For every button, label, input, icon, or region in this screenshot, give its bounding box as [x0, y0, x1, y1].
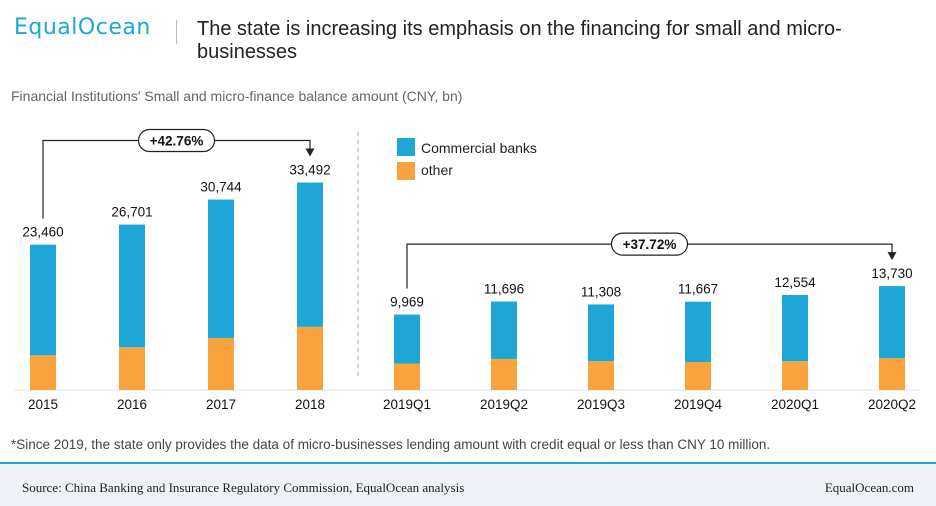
legend-label-commercial-banks: Commercial banks: [421, 140, 537, 156]
category-label-2019Q4: 2019Q4: [674, 397, 723, 412]
bar-other-2020Q2: [879, 358, 905, 390]
bar-other-2018: [297, 326, 323, 390]
header: EqualOcean The state is increasing its e…: [0, 0, 936, 63]
brand-link[interactable]: EqualOcean.com: [824, 480, 914, 495]
bar-total-label-2015: 23,460: [22, 225, 63, 240]
growth-arrowhead-0: [305, 148, 315, 157]
bar-other-2017: [208, 337, 234, 390]
stacked-bar-chart: Commercial banks other 23,460201526,7012…: [14, 128, 920, 412]
category-label-2017: 2017: [206, 397, 236, 412]
bar-total-label-2019Q2: 11,696: [484, 281, 524, 296]
growth-label-1: +37.72%: [623, 237, 677, 252]
bar-total-label-2016: 26,701: [111, 205, 152, 220]
bar-commercial-2020Q1: [782, 294, 808, 362]
logo-divider: [176, 20, 177, 44]
bar-other-2019Q3: [588, 361, 614, 390]
footnote: *Since 2019, the state only provides the…: [11, 437, 771, 452]
bar-commercial-2019Q4: [685, 301, 711, 362]
bar-commercial-2016: [119, 224, 145, 348]
bar-total-label-2017: 30,744: [200, 180, 242, 195]
bar-total-label-2018: 33,492: [289, 163, 330, 178]
bar-other-2019Q2: [491, 358, 517, 390]
growth-pill-0: [137, 128, 216, 153]
category-label-2020Q2: 2020Q2: [868, 397, 916, 412]
bar-total-label-2020Q1: 12,554: [774, 275, 816, 290]
bar-commercial-2017: [208, 199, 234, 338]
label-layer: 23,460 2015 26,701 2016 30,744 2017 33,492 2018…: [22, 163, 916, 412]
category-label-2015: 2015: [28, 397, 58, 412]
chart-subtitle: Financial Institutions' Small and micro-…: [11, 88, 463, 104]
source-text: Source: China Banking and Insurance Regu…: [22, 480, 465, 495]
growth-label-0: +42.76%: [150, 134, 204, 149]
growth-pill-1: [610, 232, 689, 256]
bar-commercial-2019Q1: [394, 314, 420, 364]
category-label-2019Q3: 2019Q3: [577, 397, 625, 412]
bar-other-2019Q1: [394, 363, 420, 390]
bar-other-2019Q4: [685, 362, 711, 390]
growth-annotation-layer: +42.76% +37.72%: [42, 128, 897, 289]
source-bar: Source: China Banking and Insurance Regu…: [0, 462, 936, 506]
legend-swatch-other: [397, 162, 415, 180]
bar-commercial-2020Q2: [879, 286, 905, 359]
bar-total-label-2019Q1: 9,969: [390, 295, 424, 310]
equalocean-logo[interactable]: EqualOcean: [14, 15, 151, 40]
growth-arrowhead-1: [887, 252, 897, 261]
bar-total-label-2020Q2: 13,730: [871, 266, 912, 281]
category-label-2016: 2016: [117, 397, 147, 412]
category-label-2018: 2018: [295, 397, 325, 412]
bar-commercial-2015: [30, 244, 56, 356]
bar-commercial-2019Q3: [588, 304, 614, 362]
bar-total-label-2019Q3: 11,308: [581, 284, 621, 299]
bar-other-2020Q1: [782, 361, 808, 390]
category-label-2020Q1: 2020Q1: [771, 397, 819, 412]
growth-bracket-0: [42, 139, 311, 219]
bar-total-label-2019Q4: 11,667: [678, 282, 718, 297]
bar-layer: [30, 182, 905, 390]
legend-label-other: other: [421, 162, 453, 178]
bar-commercial-2018: [297, 182, 323, 327]
bar-other-2015: [30, 355, 56, 390]
category-label-2019Q1: 2019Q1: [383, 397, 431, 412]
legend-swatch-commercial-banks: [397, 138, 415, 156]
page-title: The state is increasing its emphasis on …: [197, 18, 842, 63]
category-label-2019Q2: 2019Q2: [480, 397, 528, 412]
bar-other-2016: [119, 347, 145, 390]
bar-commercial-2019Q2: [491, 301, 517, 359]
